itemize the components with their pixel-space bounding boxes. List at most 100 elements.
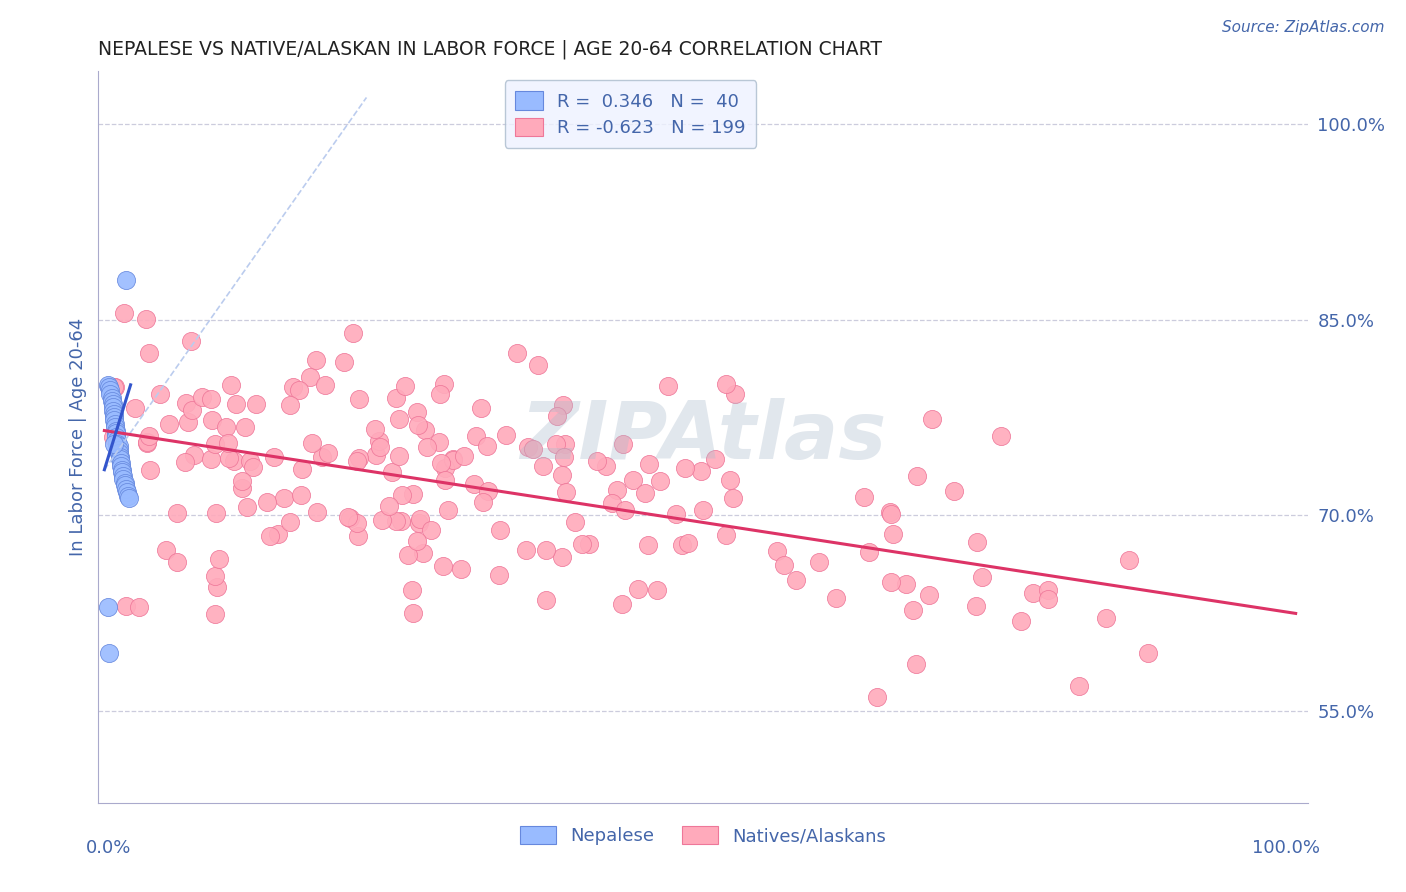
Point xyxy=(614,503,637,517)
Point xyxy=(901,603,924,617)
Point xyxy=(281,379,304,393)
Point xyxy=(208,551,231,566)
Point xyxy=(117,489,139,503)
Point xyxy=(301,436,323,450)
Point xyxy=(882,527,904,541)
Point xyxy=(766,543,789,558)
Point xyxy=(555,485,578,500)
Point xyxy=(273,491,295,506)
Point xyxy=(401,583,423,598)
Text: ZIPAtlas: ZIPAtlas xyxy=(520,398,886,476)
Point xyxy=(280,398,302,412)
Point xyxy=(534,542,557,557)
Point xyxy=(280,516,302,530)
Point xyxy=(470,401,492,415)
Point xyxy=(441,452,464,467)
Point xyxy=(477,484,499,499)
Point xyxy=(259,529,281,543)
Point xyxy=(98,646,121,660)
Point xyxy=(238,454,260,468)
Point xyxy=(305,353,328,368)
Point xyxy=(808,555,831,569)
Point xyxy=(551,398,574,412)
Point xyxy=(1021,586,1043,600)
Point xyxy=(665,507,688,521)
Point xyxy=(218,450,240,465)
Point xyxy=(409,511,432,525)
Point xyxy=(115,485,138,500)
Point xyxy=(488,567,510,582)
Point xyxy=(546,437,568,451)
Point xyxy=(135,312,157,326)
Point xyxy=(436,503,458,517)
Point xyxy=(139,463,162,477)
Point xyxy=(406,405,429,419)
Point xyxy=(550,550,572,565)
Point xyxy=(316,446,339,460)
Point xyxy=(378,500,401,514)
Point xyxy=(943,483,966,498)
Point xyxy=(101,400,124,414)
Point xyxy=(465,429,488,443)
Point xyxy=(551,467,574,482)
Point xyxy=(718,474,741,488)
Point xyxy=(100,391,122,405)
Point xyxy=(155,542,177,557)
Point xyxy=(231,474,253,488)
Point xyxy=(389,514,412,528)
Y-axis label: In Labor Force | Age 20-64: In Labor Force | Age 20-64 xyxy=(69,318,87,557)
Point xyxy=(291,462,314,476)
Point xyxy=(432,559,454,574)
Point xyxy=(135,435,157,450)
Point xyxy=(905,469,928,483)
Point xyxy=(402,606,425,620)
Point xyxy=(349,451,371,466)
Text: 0.0%: 0.0% xyxy=(86,839,132,857)
Point xyxy=(516,441,538,455)
Point xyxy=(114,475,136,490)
Point xyxy=(853,490,876,504)
Point xyxy=(391,488,413,502)
Point xyxy=(101,397,124,411)
Point xyxy=(98,387,121,401)
Point xyxy=(100,393,122,408)
Point xyxy=(114,483,136,497)
Point xyxy=(98,383,121,397)
Point xyxy=(450,562,472,576)
Point xyxy=(621,473,644,487)
Point xyxy=(965,599,987,614)
Point xyxy=(180,334,202,348)
Point xyxy=(235,500,257,515)
Point xyxy=(714,528,737,542)
Text: Source: ZipAtlas.com: Source: ZipAtlas.com xyxy=(1222,20,1385,35)
Point xyxy=(245,397,267,411)
Point xyxy=(495,428,517,442)
Point xyxy=(724,386,747,401)
Point xyxy=(637,538,659,552)
Point xyxy=(183,449,205,463)
Point xyxy=(107,436,129,450)
Point xyxy=(307,505,329,519)
Point xyxy=(111,466,134,480)
Point xyxy=(107,433,129,447)
Point xyxy=(546,409,568,423)
Point xyxy=(181,403,204,417)
Point xyxy=(266,526,288,541)
Point xyxy=(904,657,927,671)
Point xyxy=(177,415,200,429)
Point xyxy=(204,437,226,451)
Point xyxy=(205,580,228,594)
Point xyxy=(103,410,125,425)
Point xyxy=(522,442,544,456)
Point xyxy=(676,536,699,550)
Point xyxy=(242,460,264,475)
Point xyxy=(233,420,256,434)
Point xyxy=(107,443,129,458)
Point xyxy=(879,575,901,590)
Point xyxy=(1094,611,1116,625)
Point xyxy=(112,472,135,486)
Point xyxy=(990,429,1012,443)
Point xyxy=(388,411,411,425)
Point xyxy=(413,423,436,437)
Point xyxy=(222,454,245,468)
